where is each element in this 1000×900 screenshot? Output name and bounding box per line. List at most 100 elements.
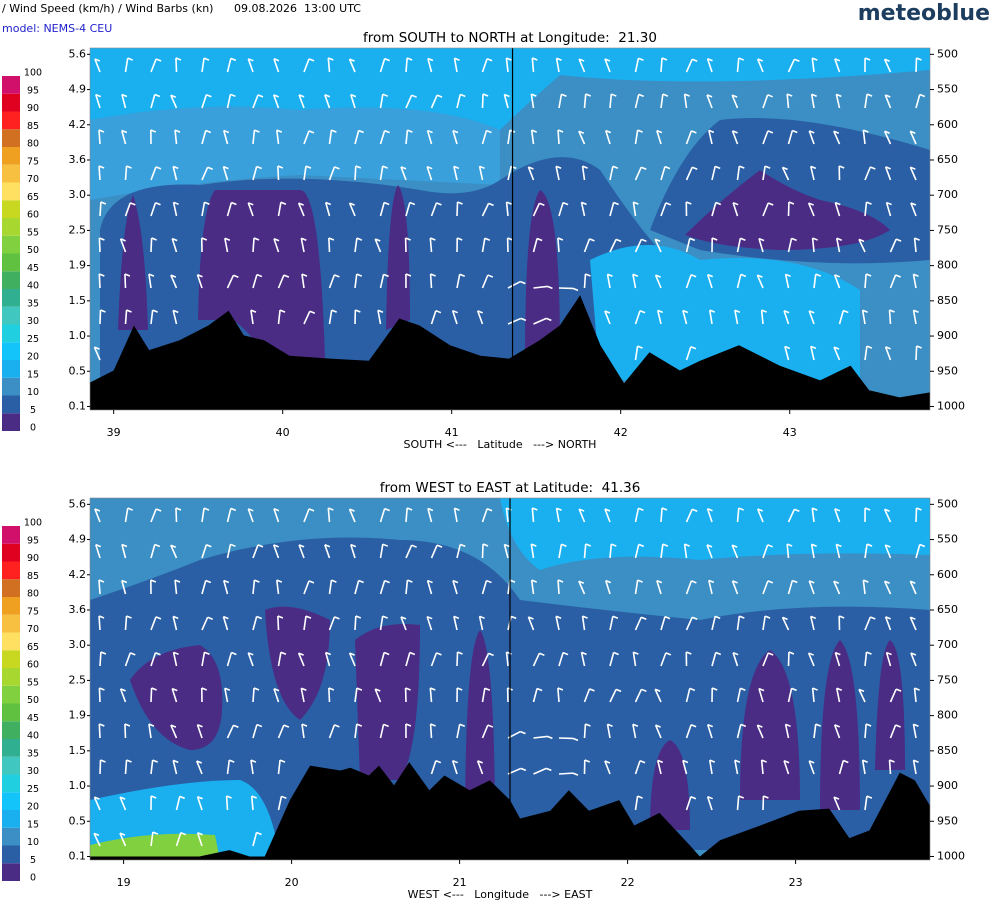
wind-barb	[195, 760, 203, 775]
wind-barb	[660, 544, 664, 559]
wind-barb	[909, 130, 917, 145]
wind-barb	[527, 616, 535, 631]
wind-barb	[277, 309, 281, 325]
wind-barb	[354, 688, 358, 703]
wind-barb	[632, 274, 637, 289]
wind-barb	[277, 165, 284, 169]
wind-barb	[632, 723, 639, 727]
wind-barb	[454, 507, 460, 511]
wind-barb	[277, 759, 281, 775]
wind-barb	[578, 580, 585, 584]
colorbar-label: 0	[30, 423, 36, 434]
wind-barb	[298, 94, 305, 109]
wind-barb	[885, 544, 891, 548]
wind-barb	[252, 616, 258, 631]
wind-barb	[581, 166, 586, 181]
wind-barb	[578, 130, 586, 145]
wind-barb	[532, 652, 541, 667]
wind-barb	[354, 724, 358, 739]
colorbar-label: 25	[27, 784, 39, 795]
wind-barb	[641, 238, 647, 243]
wind-barb	[180, 831, 187, 836]
wind-barb	[835, 651, 841, 656]
x-tick-label: 40	[276, 426, 290, 439]
wind-barb	[654, 274, 662, 289]
wind-barb	[915, 544, 921, 559]
wind-barb	[660, 57, 663, 73]
wind-barb	[864, 273, 867, 289]
wind-barb	[275, 130, 280, 145]
wind-barb	[94, 58, 101, 62]
wind-barb	[379, 544, 384, 559]
wind-barb	[251, 795, 258, 799]
wind-barb	[430, 723, 436, 727]
wind-barb	[813, 724, 817, 739]
wind-barb	[706, 58, 713, 73]
wind-barb	[736, 616, 741, 631]
wind-barb	[838, 760, 845, 775]
wind-barb	[784, 724, 790, 739]
y-tick-label: 4.9	[69, 83, 87, 96]
wind-barb	[505, 201, 509, 217]
wind-barb	[585, 93, 592, 97]
wind-barb	[407, 579, 413, 583]
wind-barb	[843, 759, 849, 764]
wind-barb	[126, 309, 132, 313]
wind-barb	[833, 346, 840, 350]
wind-barb	[382, 93, 389, 97]
wind-barb	[531, 57, 535, 73]
contour-fill	[355, 624, 420, 780]
wind-barb	[173, 201, 179, 206]
wind-barb	[736, 724, 742, 739]
wind-barb	[834, 58, 841, 73]
wind-barb	[604, 508, 611, 523]
wind-barb	[170, 274, 178, 289]
wind-barb	[684, 543, 690, 547]
wind-barb	[309, 310, 316, 315]
wind-barb	[781, 616, 790, 631]
wind-barb	[436, 94, 443, 98]
wind-barb	[382, 543, 389, 547]
wind-barb	[661, 57, 668, 61]
wind-barb	[530, 130, 535, 145]
wind-barb	[885, 94, 891, 98]
wind-barb	[427, 508, 433, 523]
wind-barb	[301, 724, 305, 739]
wind-barb	[355, 615, 362, 619]
wind-barb	[273, 238, 280, 253]
wind-barb	[301, 687, 307, 692]
wind-barb	[578, 580, 586, 595]
wind-barb	[334, 166, 340, 170]
wind-barb	[252, 94, 259, 109]
colorbar-label: 90	[27, 103, 39, 114]
wind-barb	[308, 130, 315, 134]
wind-barb	[843, 309, 849, 314]
x-tick-label: 23	[789, 876, 803, 889]
wind-barb	[456, 651, 459, 667]
wind-barb	[155, 201, 161, 206]
wind-barb	[453, 615, 460, 620]
wind-barb	[256, 831, 262, 836]
wind-barb	[708, 129, 715, 134]
y-tick-label: 1.9	[69, 259, 87, 272]
wind-barb	[708, 310, 713, 325]
wind-barb	[172, 759, 179, 764]
wind-barb	[794, 508, 800, 513]
wind-barb	[783, 760, 790, 775]
wind-barb	[400, 166, 407, 170]
wind-barb	[709, 309, 716, 313]
wind-barb	[301, 237, 307, 242]
wind-barb	[150, 202, 157, 217]
wind-barb	[222, 616, 229, 631]
colorbar-label: 15	[27, 369, 39, 380]
wind-barb	[757, 724, 763, 728]
wind-barb	[151, 687, 157, 691]
wind-barb	[757, 508, 764, 512]
y2-tick-label: 650	[937, 153, 958, 166]
wind-barb	[155, 58, 162, 62]
y2-tick-label: 550	[937, 83, 958, 96]
wind-barb	[224, 238, 229, 253]
wind-barb	[546, 317, 552, 322]
colorbar-label: 75	[27, 156, 39, 167]
wind-barb	[154, 93, 161, 98]
